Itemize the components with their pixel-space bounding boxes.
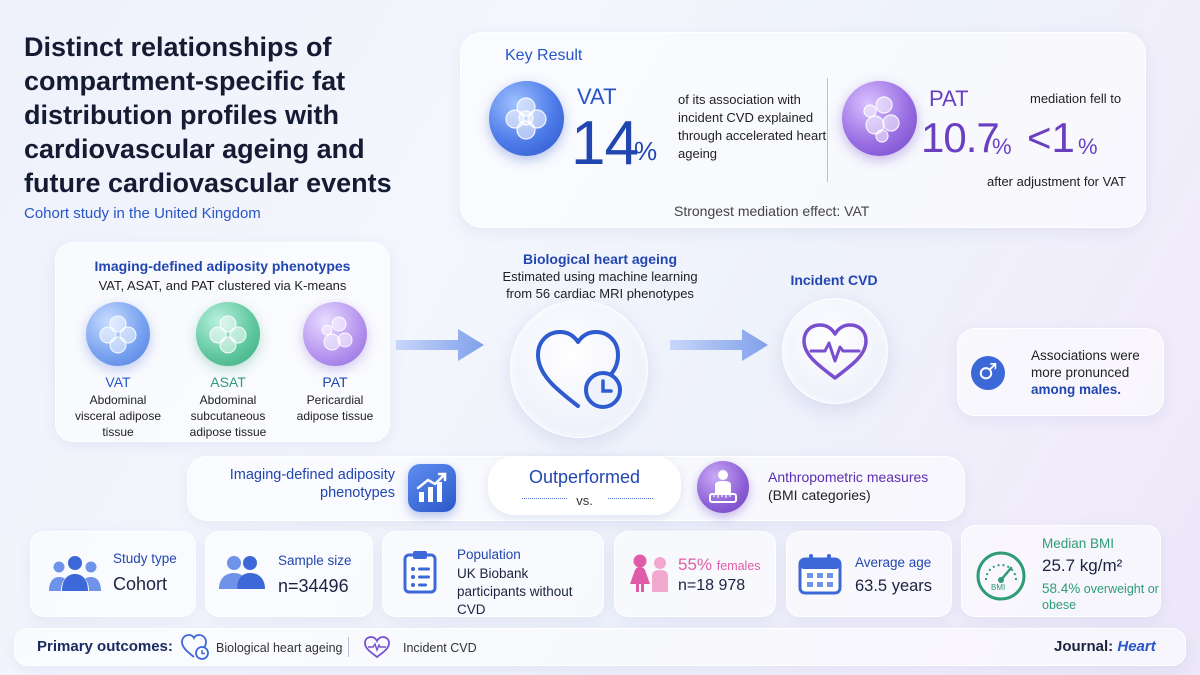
outperformed-pill	[488, 456, 681, 515]
vat-key-unit: %	[634, 136, 658, 166]
rising-chart-icon	[408, 464, 456, 512]
pat-key-value: 10.7	[921, 114, 1000, 161]
bmi-overweight-pct: 58.4%	[1042, 581, 1081, 596]
primary-outcomes-label: Primary outcomes:	[37, 638, 173, 655]
incident-cvd-title: Incident CVD	[790, 272, 878, 288]
key-result-card	[460, 32, 1146, 228]
bmi-label: Median BMI	[1042, 536, 1115, 551]
bmi-overweight: 58.4% overweight or obese	[1042, 581, 1160, 613]
females-percent: 55%	[678, 555, 713, 574]
comparison-right-title: Anthropometric measures	[768, 469, 929, 485]
key-result-label: Key Result	[505, 47, 583, 64]
pat-fat-cells-icon	[842, 81, 917, 156]
heart-ageing-subtitle: Estimated using machine learning from 56…	[502, 269, 698, 301]
comparison-vs: vs.	[576, 493, 593, 508]
pat-name: PAT	[322, 374, 348, 390]
pat-key-text-bottom: after adjustment for VAT	[987, 174, 1126, 189]
vat-fat-cells-icon	[489, 81, 564, 156]
sex-note-text: Associations were more pronunced among m…	[1031, 347, 1156, 398]
pat-key-after-value: <1	[1027, 114, 1075, 161]
comparison-center: Outperformed	[528, 467, 641, 487]
footer-separator	[348, 637, 349, 657]
people-icon	[219, 556, 265, 589]
phenotypes-title: Imaging-defined adiposity phenotypes	[94, 258, 351, 274]
sex-note-main: Associations were more pronunced	[1031, 348, 1140, 380]
pat-key-after-unit: %	[1078, 134, 1098, 159]
outcome-incident-cvd: Incident CVD	[403, 641, 477, 655]
study-type-value: Cohort	[113, 574, 168, 594]
phenotypes-subtitle: VAT, ASAT, and PAT clustered via K-means	[98, 278, 347, 293]
calendar-icon	[798, 554, 842, 595]
heart-pulse-icon	[802, 323, 868, 380]
heart-pulse-icon	[364, 636, 390, 659]
vat-key-name: VAT	[577, 84, 617, 109]
comparison-left: Imaging-defined adiposity phenotypes	[229, 467, 395, 501]
vat-description: Abdominal visceral adipose tissue	[74, 393, 162, 439]
gauge-text: BMI	[991, 583, 1006, 592]
average-age-value: 63.5 years	[855, 577, 933, 595]
heart-clock-icon	[181, 634, 209, 660]
bmi-value: 25.7 kg/m²	[1042, 556, 1123, 575]
population-value: UK Biobank participants without CVD	[457, 566, 573, 617]
stat-card-bmi	[961, 525, 1161, 617]
heart-ageing-title: Biological heart ageing	[522, 251, 678, 267]
stat-card-population	[382, 531, 604, 617]
person-scale-icon	[697, 461, 749, 513]
asat-name: ASAT	[210, 374, 246, 390]
asat-description: Abdominal subcutaneous adipose tissue	[189, 393, 267, 439]
females-value: n=18 978	[678, 577, 746, 594]
male-icon: ♂	[971, 356, 1005, 390]
arrow-icon	[396, 329, 484, 361]
people-icon	[49, 556, 101, 591]
pat-icon	[303, 302, 367, 366]
population-label: Population	[457, 547, 521, 562]
females-percent-line: 55% females	[678, 555, 761, 575]
arrow-icon	[670, 329, 768, 361]
clipboard-icon	[403, 551, 437, 594]
vat-name: VAT	[105, 374, 131, 390]
stat-card-study-type	[30, 531, 196, 617]
sample-size-label: Sample size	[278, 553, 352, 568]
page-title: Distinct relationships of compartment-sp…	[24, 32, 392, 198]
footer-bar	[14, 628, 1186, 666]
dotted-line	[608, 498, 653, 499]
strongest-mediation: Strongest mediation effect: VAT	[674, 203, 870, 219]
study-type-label: Study type	[113, 551, 177, 566]
journal-label: Journal:	[1054, 638, 1114, 655]
females-label: females	[716, 559, 761, 573]
outcome-heart-ageing: Biological heart ageing	[216, 641, 343, 655]
key-divider	[827, 78, 828, 182]
pat-description: Pericardial adipose tissue	[296, 393, 374, 423]
incident-cvd-circle	[782, 298, 888, 404]
journal-name: Heart	[1117, 638, 1156, 655]
asat-icon	[196, 302, 260, 366]
vat-key-value: 14	[571, 109, 639, 178]
heart-clock-icon	[536, 330, 622, 409]
pat-key-text-top: mediation fell to	[1030, 91, 1122, 106]
vat-icon	[86, 302, 150, 366]
sample-size-value: n=34496	[278, 576, 349, 596]
page-subtitle: Cohort study in the United Kingdom	[24, 205, 261, 222]
comparison-right-subtitle: (BMI categories)	[768, 487, 871, 503]
pat-key-unit: %	[992, 134, 1012, 159]
bmi-overweight-text: overweight or obese	[1042, 582, 1159, 612]
heart-ageing-circle	[510, 300, 648, 438]
vat-key-description: of its association with incident CVD exp…	[678, 92, 827, 161]
pat-key-name: PAT	[929, 86, 969, 111]
average-age-label: Average age	[855, 555, 932, 570]
journal: Journal: Heart	[1054, 638, 1156, 655]
female-male-icon	[630, 554, 668, 592]
sex-note-emphasis: among males.	[1031, 382, 1122, 397]
dotted-line	[522, 498, 567, 499]
gauge-icon	[976, 551, 1026, 601]
